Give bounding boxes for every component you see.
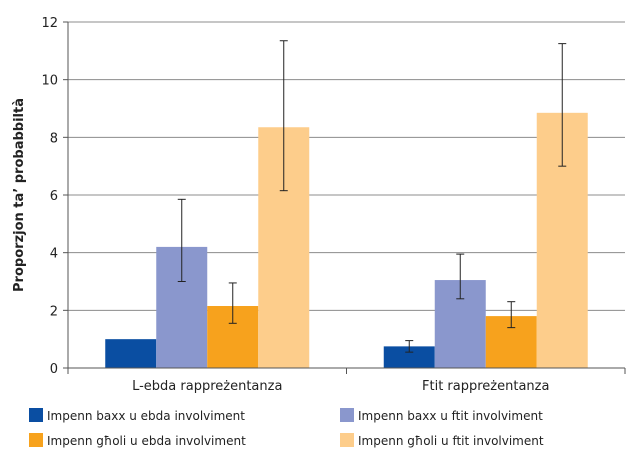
- category-label: L-ebda rappreżentanza: [132, 379, 282, 394]
- axes: [63, 21, 626, 374]
- legend-swatch: [340, 433, 354, 447]
- error-bars-layer: [177, 40, 567, 353]
- legend-label: Impenn għoli u ftit involviment: [358, 434, 544, 448]
- category-labels: L-ebda rappreżentanza Ftit rappreżentanza: [132, 379, 549, 394]
- y-tick-label: 0: [50, 362, 58, 377]
- bars-layer: [105, 112, 588, 368]
- legend-label: Impenn baxx u ftit involviment: [358, 409, 543, 423]
- bar: [105, 339, 157, 368]
- legend-label: Impenn baxx u ebda involviment: [47, 409, 245, 423]
- y-tick-label: 8: [50, 131, 58, 146]
- y-tick-label: 6: [50, 189, 58, 204]
- category-label: Ftit rappreżentanza: [422, 379, 549, 394]
- legend-swatch: [29, 433, 43, 447]
- legend-swatch: [29, 408, 43, 422]
- legend-swatch: [340, 408, 354, 422]
- legend-label: Impenn għoli u ebda involviment: [47, 434, 246, 448]
- y-tick-labels: 0 2 4 6 8 10 12: [41, 16, 58, 377]
- bar: [383, 346, 435, 368]
- y-tick-label: 12: [41, 16, 58, 31]
- y-tick-label: 2: [50, 304, 58, 319]
- y-tick-label: 10: [41, 74, 58, 89]
- y-axis-label: Proporzjon ta’ probabbiltà: [12, 98, 27, 292]
- legend: Impenn baxx u ebda involviment Impenn bax…: [29, 408, 544, 448]
- y-tick-label: 4: [50, 247, 58, 262]
